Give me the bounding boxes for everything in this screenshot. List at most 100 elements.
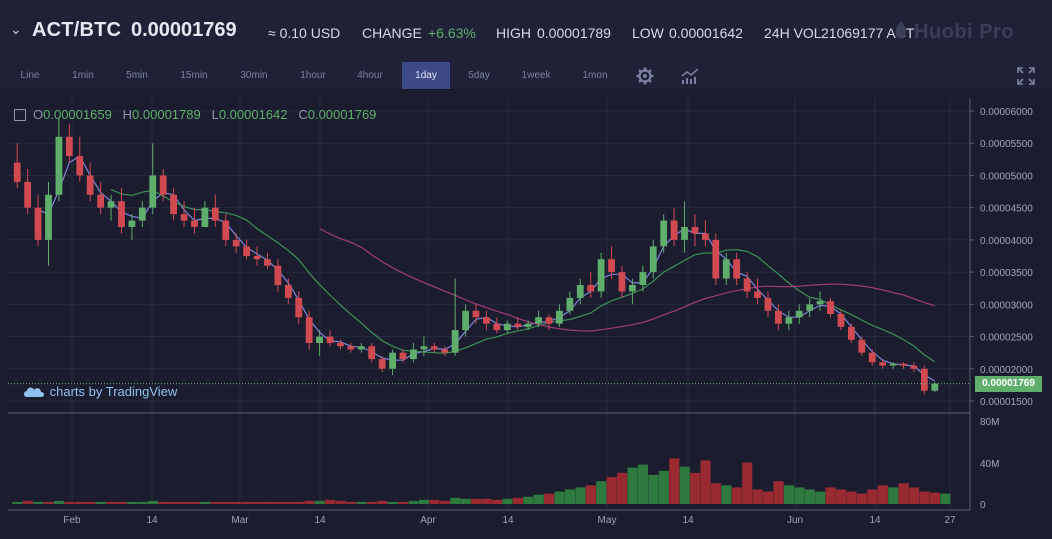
volume-bar <box>700 460 711 504</box>
volume-bars <box>12 458 951 504</box>
candle-body <box>806 304 814 311</box>
candle-body <box>86 175 94 195</box>
volume-bar <box>272 501 284 504</box>
candle-body <box>138 207 146 221</box>
volume-bar <box>877 485 888 504</box>
candle-body <box>399 352 407 360</box>
pair-name[interactable]: ACT/BTC <box>32 19 122 41</box>
time-tick-label: 14 <box>314 515 326 526</box>
candle-body <box>774 310 782 324</box>
volume-bar <box>909 487 920 504</box>
volume-bar <box>606 477 617 504</box>
candle-body <box>159 175 167 195</box>
time-tick-label: May <box>598 515 617 526</box>
candle-body <box>274 265 282 285</box>
ohlc-close: 0.00001769 <box>307 107 377 122</box>
interval-1day[interactable]: 1day <box>402 62 450 89</box>
vol-label: 24H VOL <box>764 25 822 41</box>
volume-bar <box>85 501 96 504</box>
time-tick-label: Mar <box>231 515 249 526</box>
chart-grid <box>0 97 1052 539</box>
ma-medium-line <box>110 189 936 363</box>
candle-body <box>587 285 595 292</box>
interval-30min[interactable]: 30min <box>240 70 268 81</box>
volume-bar <box>189 501 200 504</box>
volume-bar <box>345 501 357 504</box>
volume-bar <box>669 458 680 504</box>
volume-bar <box>418 499 430 504</box>
ma-short-line <box>37 155 936 382</box>
volume-bar <box>742 462 753 504</box>
candle-body <box>357 346 365 350</box>
candle-body <box>545 317 553 324</box>
volume-bar <box>773 481 784 504</box>
chart-background <box>0 97 1052 539</box>
volume-bar <box>763 491 774 504</box>
volume-bar <box>575 487 586 504</box>
volume-bar <box>241 501 252 504</box>
volume-bar <box>658 470 669 504</box>
candle-body <box>816 301 824 305</box>
interval-4hour[interactable]: 4hour <box>357 70 383 81</box>
time-tick-label: Feb <box>63 515 81 526</box>
interval-line[interactable]: Line <box>20 70 40 81</box>
candle-body <box>535 317 542 324</box>
interval-1mon[interactable]: 1mon <box>582 70 608 81</box>
candle-body <box>754 291 761 298</box>
candle-body <box>514 323 522 327</box>
candle-body <box>118 201 125 227</box>
fullscreen-icon[interactable] <box>1016 66 1036 86</box>
volume-bar <box>304 500 315 504</box>
interval-15min[interactable]: 15min <box>180 70 208 81</box>
candle-body <box>503 323 511 331</box>
time-tick-label: 27 <box>944 515 956 526</box>
candle-body <box>681 227 688 240</box>
volume-bar <box>335 500 346 504</box>
volume-bar <box>408 500 419 504</box>
volume-bar <box>439 500 450 504</box>
volume-bar <box>377 500 388 504</box>
watermark-text: charts by TradingView <box>49 384 178 399</box>
volume-bar <box>450 497 461 504</box>
brand-logo: Huobi Pro <box>914 21 1015 43</box>
candle-body <box>670 220 678 240</box>
chart-axes: 0.00006000 0.00005500 0.00005000 0.00004500… <box>8 98 1033 526</box>
candle-body <box>389 352 396 369</box>
candle-body <box>837 314 845 327</box>
volume-bar <box>95 501 106 504</box>
interval-5min[interactable]: 5min <box>126 70 148 81</box>
time-tick-label: 14 <box>502 515 514 526</box>
candle-body <box>858 339 866 353</box>
volume-bar <box>512 497 523 504</box>
interval-1hour[interactable]: 1hour <box>300 70 326 81</box>
volume-bar <box>523 496 534 504</box>
volume-tick-label: 0 <box>980 500 986 511</box>
candle-body <box>305 317 313 343</box>
tradingview-watermark[interactable]: charts by TradingView <box>22 384 177 399</box>
volume-bar <box>804 489 815 504</box>
usd-value: ≈ 0.10 USD <box>268 25 341 41</box>
volume-bar <box>116 501 127 504</box>
volume-bar <box>627 467 638 504</box>
volume-bar <box>502 498 513 504</box>
interval-1min[interactable]: 1min <box>72 70 94 81</box>
huobi-logo-icon <box>895 21 906 39</box>
volume-bar <box>679 466 690 504</box>
interval-1week[interactable]: 1week <box>521 70 551 81</box>
volume-bar <box>283 501 294 504</box>
candle-body <box>180 214 188 221</box>
chevron-down-icon[interactable]: ⌄ <box>10 21 22 37</box>
candle-body <box>691 227 699 234</box>
collapse-legend-icon[interactable] <box>14 109 26 121</box>
low-value: 0.00001642 <box>669 25 743 41</box>
volume-bar <box>293 501 304 504</box>
candle-body <box>55 136 63 195</box>
volume-bar <box>252 501 263 504</box>
interval-5day[interactable]: 5day <box>468 70 490 81</box>
indicators-icon[interactable] <box>680 66 700 86</box>
candle-body <box>201 207 209 227</box>
volume-tick-label: 80M <box>980 417 999 428</box>
volume-bar <box>888 487 899 504</box>
candle-body <box>65 136 73 157</box>
gear-icon[interactable] <box>635 66 655 86</box>
